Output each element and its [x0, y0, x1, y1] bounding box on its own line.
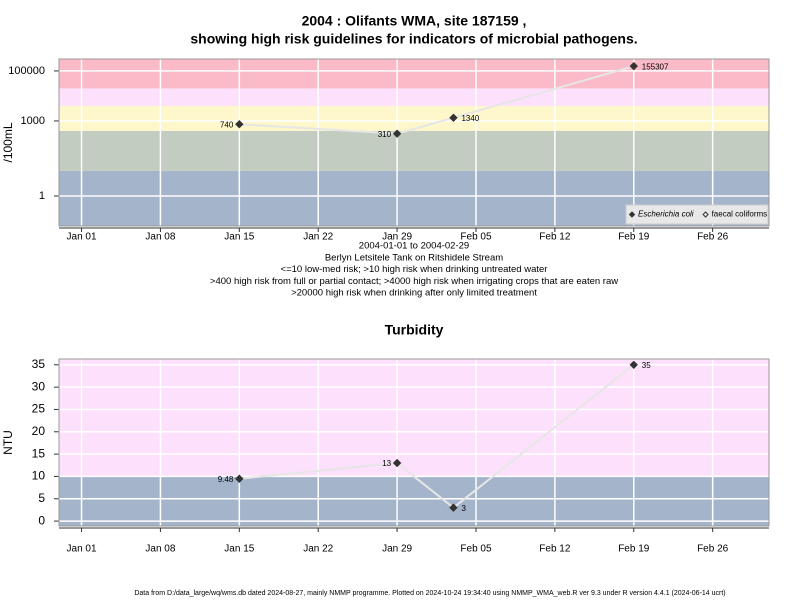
data-point [629, 360, 638, 370]
y-tick-label: 35 [32, 357, 46, 371]
data-label: 13 [382, 459, 391, 468]
plot-frame [58, 58, 770, 227]
risk-band [59, 130, 769, 171]
legend-label: Escherichia coli [638, 210, 694, 219]
x-tick-label: Jan 01 [67, 232, 97, 243]
x-tick-label: Jan 22 [303, 544, 333, 555]
data-point [235, 120, 244, 129]
x-tick-label: Feb 19 [618, 544, 650, 555]
x-tick-label: Feb 05 [460, 544, 492, 555]
y-tick-label: 1000 [21, 115, 45, 127]
y-tick-label: 15 [32, 446, 46, 460]
x-tick-label: Jan 08 [145, 232, 175, 243]
chart-note: 2004-01-01 to 2004-02-29 [359, 241, 469, 252]
risk-band [59, 88, 769, 106]
chart-title: showing high risk guidelines for indicat… [190, 31, 637, 47]
y-tick-label: 30 [32, 379, 46, 393]
footer: Data from D:/data_large/wq/wms.db dated … [134, 590, 725, 597]
x-tick-label: Feb 26 [697, 232, 729, 243]
x-tick-label: Jan 08 [145, 544, 175, 555]
y-tick-label: 0 [38, 513, 45, 527]
x-tick-label: Feb 26 [697, 544, 729, 555]
chart-title: Turbidity [385, 322, 444, 338]
data-label: 35 [642, 361, 651, 370]
plot-frame [58, 358, 770, 527]
data-point [449, 503, 458, 512]
y-axis-label: NTU [1, 430, 15, 455]
risk-band [59, 359, 769, 477]
chart-note: Berlyn Letsitele Tank on Ritshidele Stre… [325, 252, 503, 263]
data-label: 155307 [642, 62, 669, 71]
x-tick-label: Feb 19 [618, 232, 650, 243]
x-tick-label: Jan 15 [224, 232, 254, 243]
series-line [239, 364, 635, 509]
data-point [629, 61, 638, 71]
x-tick-label: Jan 15 [224, 544, 254, 555]
y-tick-label: 10 [32, 469, 46, 483]
legend-label: faecal coliforms [712, 210, 768, 219]
legend-marker [628, 211, 636, 218]
y-tick-label: 100000 [8, 65, 45, 77]
x-tick-label: Jan 29 [382, 232, 412, 243]
chart-note: >20000 high risk when drinking after onl… [291, 288, 537, 299]
y-axis-label: /100mL [1, 122, 15, 162]
chart-note: >400 high risk from full or partial cont… [210, 276, 618, 287]
x-tick-label: Jan 29 [382, 544, 412, 555]
data-label: 740 [220, 120, 234, 129]
data-point [392, 458, 402, 468]
legend-marker [702, 211, 709, 218]
data-label: 9.48 [218, 475, 234, 484]
y-tick-label: 20 [32, 424, 46, 438]
y-tick-label: 1 [39, 190, 45, 202]
x-tick-label: Jan 01 [67, 544, 97, 555]
risk-band [59, 105, 769, 131]
data-point [449, 113, 458, 122]
series-line [239, 65, 635, 135]
x-tick-label: Feb 12 [539, 232, 571, 243]
chart-note: <=10 low-med risk; >10 high risk when dr… [281, 264, 548, 275]
risk-band [59, 59, 769, 89]
data-label: 3 [461, 504, 466, 513]
legend-box [625, 204, 769, 225]
risk-band [59, 476, 769, 526]
x-tick-label: Feb 12 [539, 544, 571, 555]
chart-title: 2004 : Olifants WMA, site 187159 , [302, 13, 527, 29]
data-point [392, 129, 402, 138]
x-tick-label: Feb 05 [460, 232, 492, 243]
data-point [235, 474, 244, 483]
y-tick-label: 5 [38, 491, 45, 505]
x-tick-label: Jan 22 [303, 232, 333, 243]
data-label: 310 [378, 130, 392, 139]
data-label: 1340 [461, 114, 479, 123]
y-tick-label: 25 [32, 402, 46, 416]
